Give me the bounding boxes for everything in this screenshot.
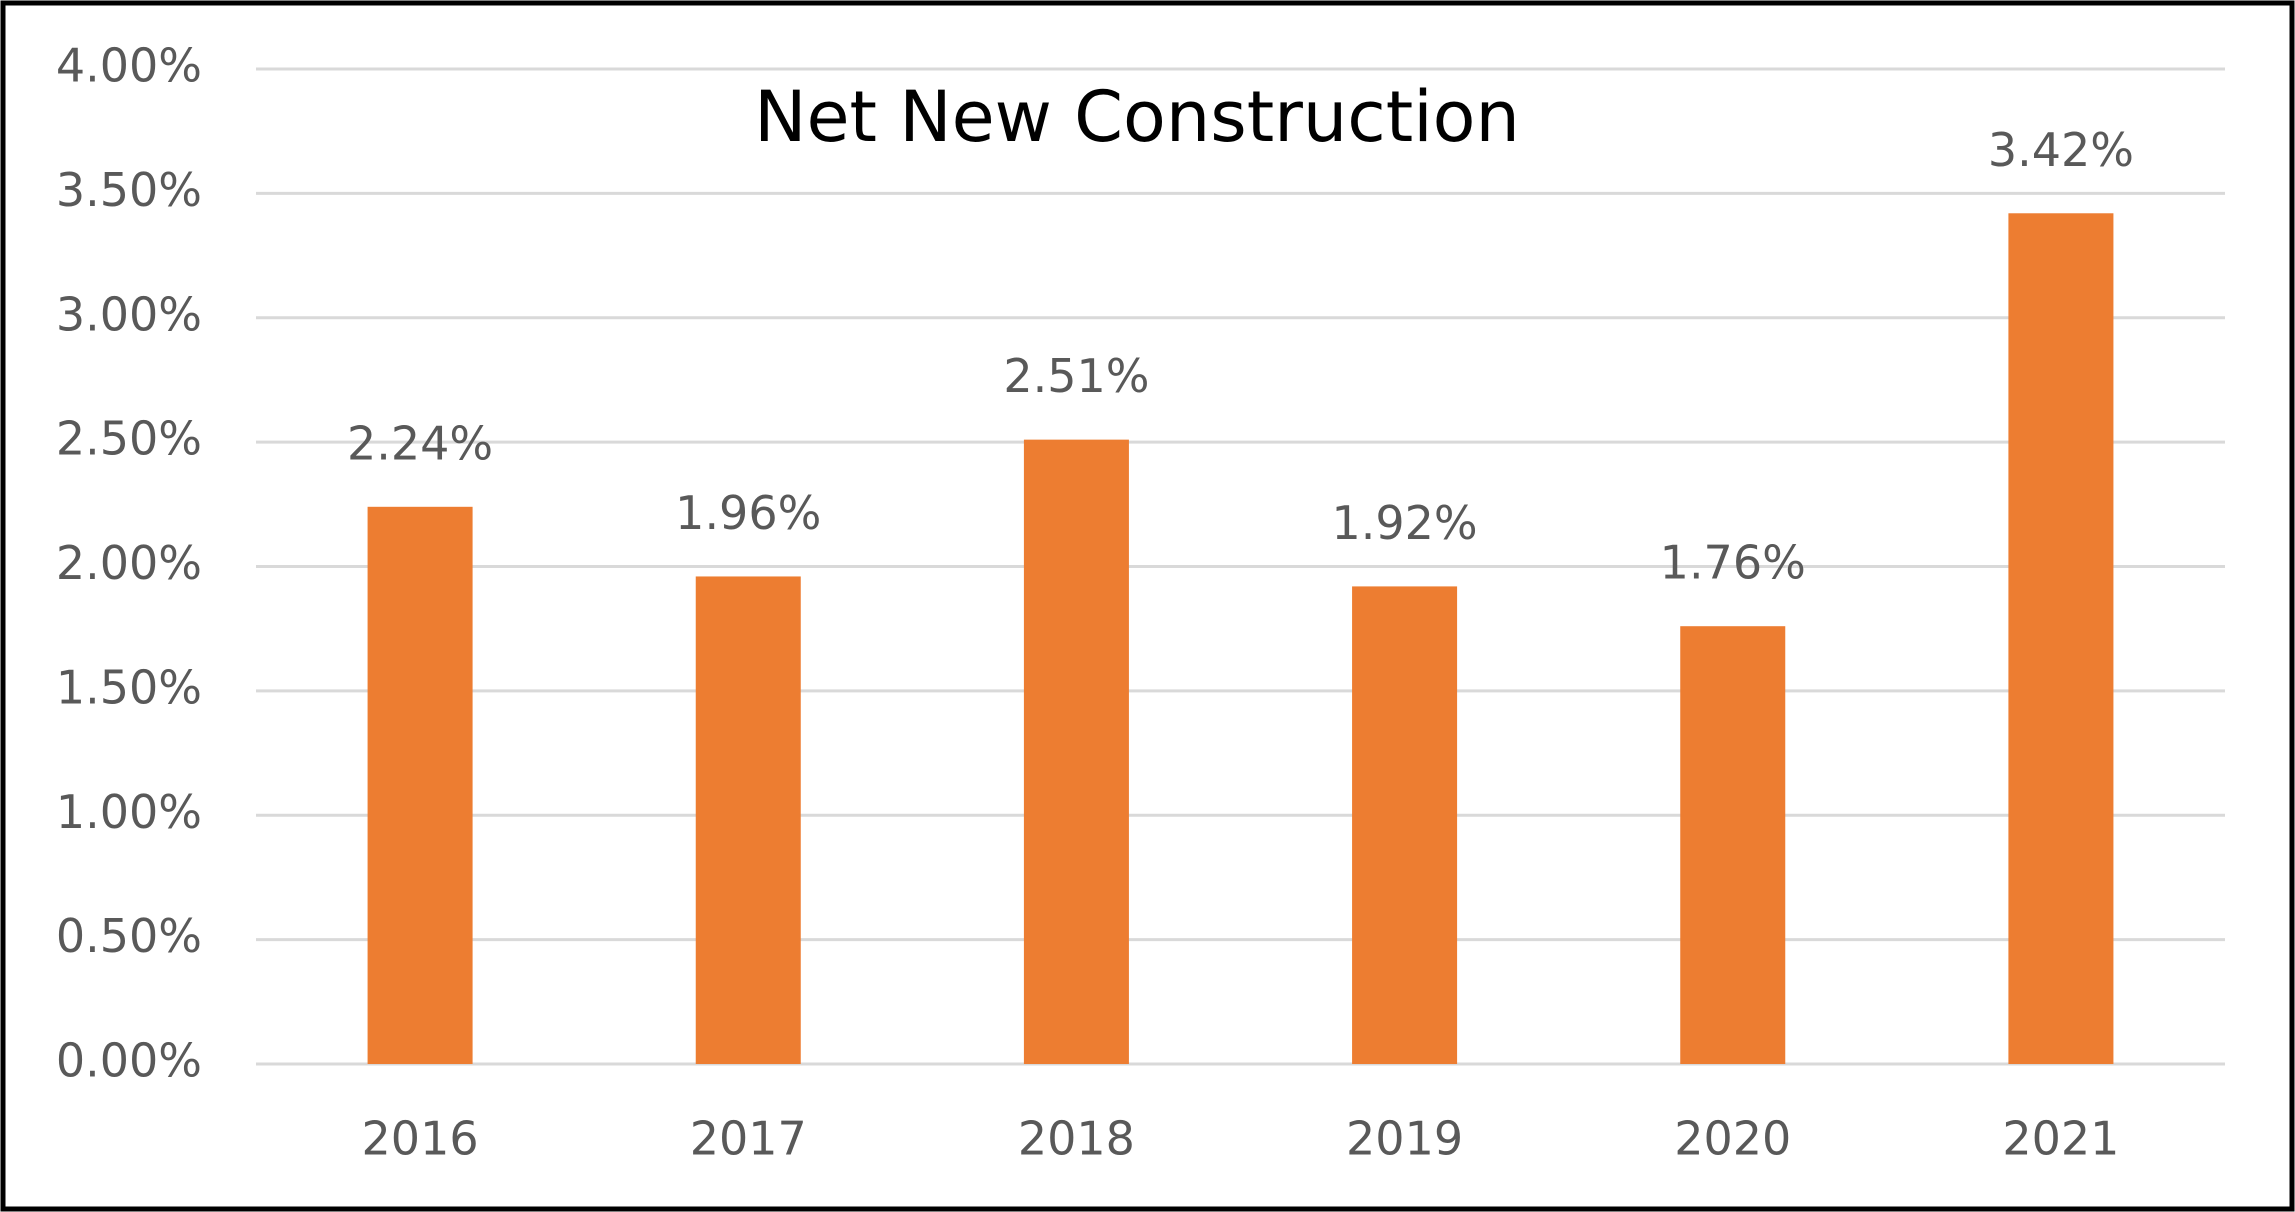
y-tick-label: 2.50% bbox=[56, 412, 202, 466]
chart-title: Net New Construction bbox=[754, 76, 1520, 158]
bar bbox=[695, 576, 801, 1064]
y-tick-label: 2.00% bbox=[56, 536, 202, 590]
bar bbox=[367, 506, 473, 1064]
data-label: 3.42% bbox=[1988, 123, 2134, 177]
x-tick-label: 2021 bbox=[2002, 1112, 2119, 1166]
data-label: 1.76% bbox=[1660, 536, 1806, 590]
data-label: 2.24% bbox=[347, 416, 493, 470]
bar bbox=[1352, 586, 1458, 1064]
y-tick-label: 1.00% bbox=[56, 785, 202, 839]
bar bbox=[1680, 626, 1786, 1064]
data-label: 1.96% bbox=[675, 486, 821, 540]
y-tick-label: 0.00% bbox=[56, 1034, 202, 1088]
y-tick-label: 0.50% bbox=[56, 909, 202, 963]
bar bbox=[1023, 439, 1129, 1064]
x-tick-label: 2019 bbox=[1346, 1112, 1463, 1166]
x-tick-label: 2017 bbox=[690, 1112, 807, 1166]
y-tick-label: 3.00% bbox=[56, 287, 202, 341]
bar bbox=[2008, 213, 2114, 1064]
y-tick-label: 4.00% bbox=[56, 39, 202, 93]
x-tick-label: 2018 bbox=[1018, 1112, 1135, 1166]
y-tick-label: 3.50% bbox=[56, 163, 202, 217]
data-label: 2.51% bbox=[1003, 349, 1149, 403]
data-label: 1.92% bbox=[1332, 496, 1478, 550]
x-tick-label: 2016 bbox=[362, 1112, 479, 1166]
y-tick-label: 1.50% bbox=[56, 660, 202, 714]
x-tick-label: 2020 bbox=[1674, 1112, 1791, 1166]
